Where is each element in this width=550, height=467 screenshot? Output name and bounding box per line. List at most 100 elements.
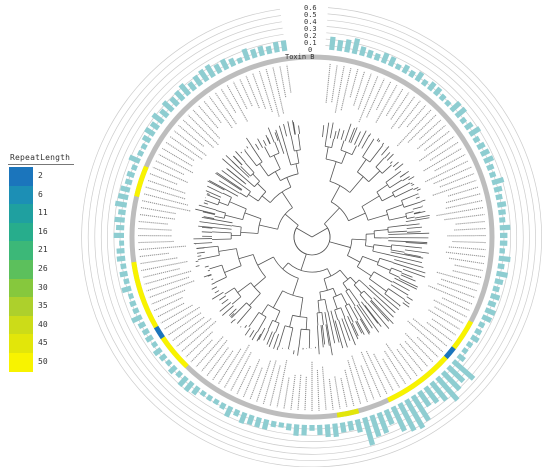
tree-branch [350, 276, 357, 284]
toxin-bar [459, 116, 468, 125]
leaf-label-stub [347, 360, 362, 405]
toxin-bar [144, 334, 154, 343]
toxin-bar [493, 185, 503, 193]
toxin-bar [354, 418, 363, 433]
legend-item: 21 [8, 241, 74, 260]
toxin-bar [117, 209, 126, 216]
tree-branch [221, 170, 245, 188]
tree-branch [246, 146, 249, 149]
scale-ring [107, 32, 518, 442]
tree-branch [391, 267, 403, 273]
tree-branch [293, 121, 296, 135]
toxin-bar [373, 52, 381, 62]
tree-arc [330, 201, 349, 221]
leaf-label-stub [265, 69, 280, 117]
leaf-label-stub [452, 270, 482, 278]
tree-branch [332, 297, 338, 310]
tree-branch [263, 329, 269, 341]
toxin-bar [423, 385, 440, 405]
tree-branch [332, 288, 337, 297]
tree-branch [340, 130, 345, 140]
legend-divider [8, 164, 74, 165]
toxin-bars [113, 36, 511, 446]
tree-branch [359, 318, 370, 335]
tree-branch [298, 125, 300, 134]
leaf-label-stub [454, 227, 486, 231]
tree-branch [408, 176, 415, 181]
tree-branch [272, 290, 283, 308]
tree-branch [244, 325, 247, 328]
tree-branch [369, 278, 387, 292]
leaf-label-stub [226, 84, 248, 122]
tree-branch [197, 255, 202, 257]
toxin-bar [390, 405, 407, 433]
toxin-bar [401, 64, 411, 75]
toxin-bar [204, 64, 216, 79]
toxin-bar [169, 96, 180, 107]
legend-item: 6 [8, 185, 74, 205]
toxin-bar [463, 121, 474, 131]
tree-branch [224, 214, 243, 220]
leaf-label-stub [224, 344, 250, 388]
leaf-label-stub [147, 179, 186, 194]
tree-branch [358, 279, 368, 288]
tree-branch [296, 227, 313, 238]
tree-branch [276, 346, 279, 351]
tree-branch [373, 271, 393, 283]
toxin-bar [491, 176, 505, 186]
leaf-label-stub [195, 336, 224, 368]
tree-branch [404, 249, 429, 254]
tree-arc [217, 199, 221, 205]
tree-branch [203, 216, 215, 219]
toxin-bar [117, 193, 129, 201]
leaf-label-stub [151, 289, 186, 305]
tree-branch [230, 313, 235, 318]
tree-branch [333, 130, 337, 140]
tree-branch [389, 179, 403, 189]
tree-branch [257, 183, 267, 193]
leaf-label-stub [445, 251, 485, 258]
tree-arc [272, 319, 280, 324]
toxin-bar [420, 78, 429, 87]
toxin-bar [124, 178, 133, 186]
toxin-bar [159, 108, 170, 119]
tree-branch [227, 168, 245, 184]
tree-branch [243, 186, 251, 192]
leaf-label-stub [396, 109, 432, 147]
toxin-bar [120, 185, 131, 193]
leaf-label-stub [256, 360, 272, 403]
tree-arc [325, 146, 332, 148]
leaf-label-stub [158, 153, 194, 174]
tree-branch [322, 125, 325, 138]
tree-branch [237, 282, 251, 293]
tree-branch [410, 182, 413, 185]
tree-branch [267, 127, 275, 143]
tree-arc [257, 191, 267, 202]
toxin-bar [499, 224, 511, 231]
tree-branch [386, 204, 404, 211]
tree-branch [290, 135, 295, 152]
leaf-label-stub [375, 81, 392, 111]
tree-arc [277, 207, 293, 230]
tree-branch [244, 212, 262, 220]
leaf-label-stub [447, 186, 479, 197]
toxin-bar [127, 292, 135, 300]
toxin-bar [161, 100, 175, 113]
toxin-bar [167, 364, 178, 375]
tree-branch [265, 134, 271, 145]
toxin-bar [119, 270, 129, 278]
tree-branch [392, 182, 411, 193]
toxin-bar [332, 423, 339, 438]
leaf-label-stub [433, 166, 472, 185]
tree-arc [227, 197, 232, 206]
leaf-label-stub [143, 193, 189, 206]
tree-branch [300, 253, 307, 271]
tree-branch [357, 159, 367, 173]
toxin-bar [199, 389, 207, 397]
legend-swatch [9, 167, 33, 186]
toxin-bar [494, 278, 504, 286]
toxin-bar [329, 36, 336, 51]
toxin-bar [236, 56, 244, 64]
legend-label: 50 [38, 356, 48, 366]
tree-arc [288, 262, 328, 273]
